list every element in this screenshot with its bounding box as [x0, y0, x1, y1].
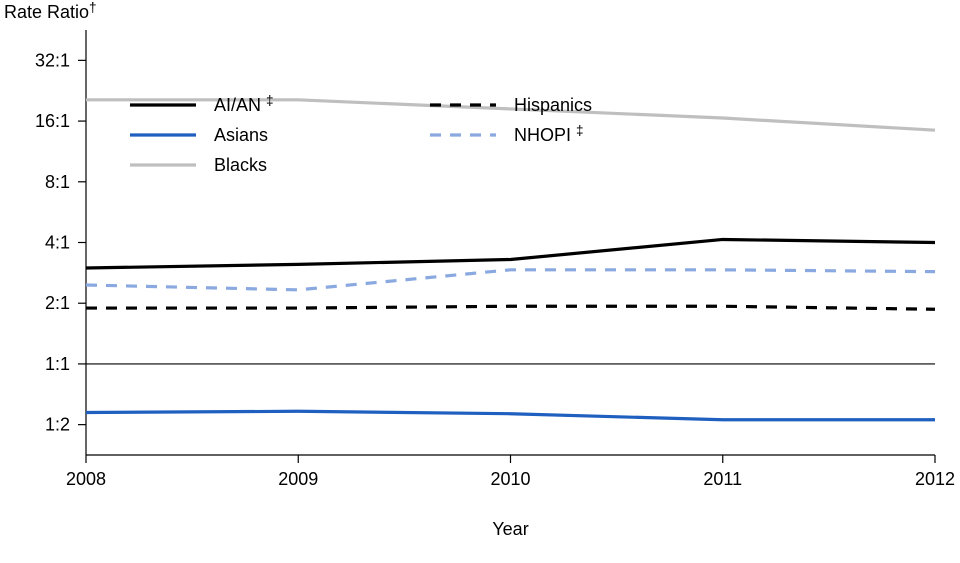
- x-tick-label: 2010: [490, 469, 530, 489]
- legend-label-blacks: Blacks: [214, 155, 267, 175]
- y-tick-label: 4:1: [45, 233, 70, 253]
- x-tick-label: 2011: [703, 469, 742, 489]
- legend-label-asians: Asians: [214, 125, 268, 145]
- legend-label-nhopi: NHOPI ‡: [514, 123, 584, 145]
- legend-label-hispanics: Hispanics: [514, 95, 592, 115]
- chart-svg: Rate Ratio† 1:2 1:1 2:1 4:1 8:1 16:1 32:1 2008 20…: [0, 0, 960, 563]
- x-tick-label: 2008: [66, 469, 106, 489]
- y-tick-label: 2:1: [45, 293, 70, 313]
- y-tick-label: 8:1: [45, 172, 70, 192]
- rate-ratio-chart: Rate Ratio† 1:2 1:1 2:1 4:1 8:1 16:1 32:1 2008 20…: [0, 0, 960, 563]
- x-axis-title: Year: [492, 519, 528, 539]
- x-tick-label: 2012: [915, 469, 955, 489]
- y-tick-label: 1:2: [45, 415, 70, 435]
- y-tick-label: 16:1: [35, 111, 70, 131]
- x-tick-label: 2009: [278, 469, 318, 489]
- legend-label-aian: AI/AN ‡: [214, 93, 274, 115]
- y-axis-title: Rate Ratio†: [4, 0, 97, 22]
- y-tick-label: 1:1: [45, 354, 70, 374]
- y-tick-label: 32:1: [35, 50, 70, 70]
